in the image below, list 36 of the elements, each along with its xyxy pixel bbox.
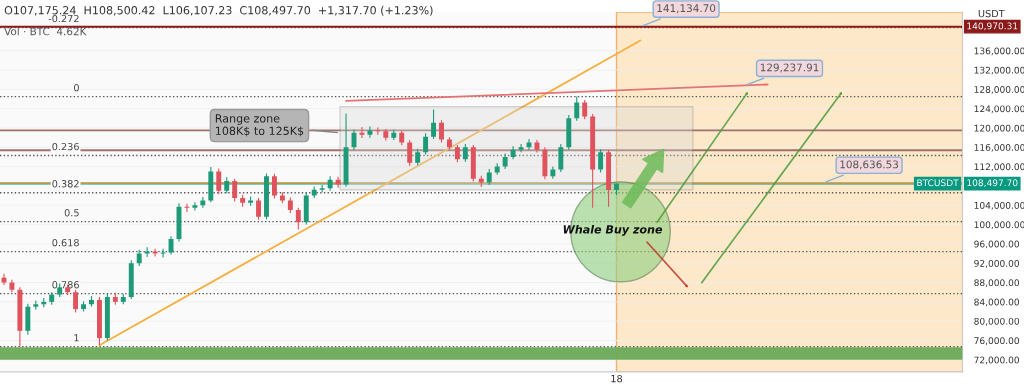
annotation: 129,237.91 xyxy=(760,63,819,73)
annotation: Whale Buy zone xyxy=(563,224,663,236)
ref-line-label: 140,970.31 xyxy=(967,22,1018,31)
annotation: Range zone 108K$ to 125K$ xyxy=(215,114,304,137)
annotation: 0 xyxy=(74,83,79,92)
annotation: 0.382 xyxy=(52,180,79,188)
ref-line-label: 108,497.70 xyxy=(967,179,1018,188)
y-tick-label: 136,000.00 xyxy=(974,47,1024,56)
y-tick-label: 104,000.00 xyxy=(974,201,1024,210)
y-tick-label: 76,000.00 xyxy=(974,337,1020,345)
y-tick-label: 112,000.00 xyxy=(974,163,1024,172)
y-tick-label: 92,000.00 xyxy=(974,259,1020,268)
annotation: -0.272 xyxy=(48,14,79,23)
annotation: 1 xyxy=(74,334,79,342)
y-tick-label: 80,000.00 xyxy=(974,317,1020,326)
y-tick-label: 116,000.00 xyxy=(974,144,1024,152)
y-tick-label: 132,000.00 xyxy=(974,66,1024,75)
annotation: 0.5 xyxy=(64,209,79,217)
text: 18 xyxy=(611,374,623,383)
y-tick-label: 88,000.00 xyxy=(974,279,1020,288)
annotation: Vol · BTC 4.62K xyxy=(4,27,87,36)
y-axis-title: USDT xyxy=(978,9,1005,18)
annotation: 0.786 xyxy=(52,281,79,289)
y-tick-label: 124,000.00 xyxy=(974,105,1024,114)
annotation: BTCUSDT xyxy=(917,179,959,187)
annotation: 108,636.53 xyxy=(840,160,899,170)
y-tick-label: 72,000.00 xyxy=(974,356,1020,365)
annotation: O107,175.24 H108,500.42 L106,107.23 C108,497.70 +1,317.70 (+1.23%) xyxy=(4,5,433,16)
y-tick-label: 96,000.00 xyxy=(974,240,1020,249)
y-tick-label: 128,000.00 xyxy=(974,86,1024,94)
y-tick-label: 120,000.00 xyxy=(974,124,1024,133)
annotation: 0.236 xyxy=(52,142,79,151)
y-tick-label: 100,000.00 xyxy=(974,221,1024,230)
annotation: 0.618 xyxy=(52,239,79,247)
annotation: 141,134.70 xyxy=(657,4,716,14)
y-tick-label: 84,000.00 xyxy=(974,298,1020,307)
